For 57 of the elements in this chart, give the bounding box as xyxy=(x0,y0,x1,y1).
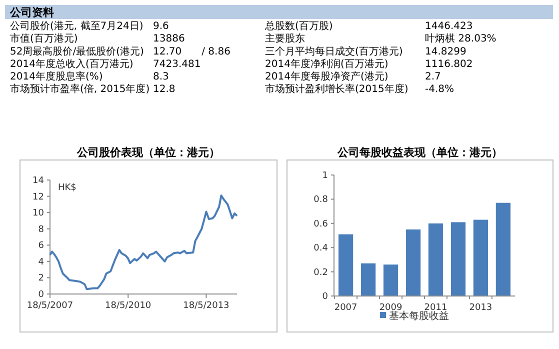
y-tick-label: 2 xyxy=(38,274,44,284)
text: -4.8% xyxy=(425,84,454,96)
text: 市场预计市盈率(倍, 2015年度) xyxy=(10,83,150,96)
y-tick-label: 6 xyxy=(38,241,44,252)
text: 市场预计盈利增长率(2015年度) xyxy=(265,83,408,96)
text: 9.6 xyxy=(153,21,169,32)
text: 2.7 xyxy=(425,72,441,82)
text: 7423.481 xyxy=(153,58,201,70)
y-tick-label: 14 xyxy=(32,176,44,186)
text: 主要股东 xyxy=(265,32,305,45)
y-tick-label: 0.8 xyxy=(314,195,328,206)
text: 2014年度股息率(%) xyxy=(10,70,103,82)
y-tick-label: 0.2 xyxy=(314,268,328,278)
text: 总股数(百万股) xyxy=(264,20,333,32)
bar xyxy=(473,220,488,296)
x-tick-label: 2007 xyxy=(334,303,358,313)
bar xyxy=(338,234,354,296)
text: 1116.802 xyxy=(425,58,473,70)
text: 市值(百万港元) xyxy=(10,32,78,45)
y-tick-label: 4 xyxy=(38,257,44,268)
x-tick-label: 18/5/2010 xyxy=(105,301,152,311)
chart-title: 公司每股收益表现（单位：港元） xyxy=(336,146,502,159)
text: 三个月平均每日成交(百万港元) xyxy=(265,45,403,58)
text: 12.70 / 8.86 xyxy=(153,46,230,58)
x-tick-label: 18/5/2007 xyxy=(26,301,74,311)
y-tick-label: 0 xyxy=(38,290,44,300)
y-tick-label: 8 xyxy=(38,224,44,235)
text: 13886 xyxy=(153,34,185,45)
y-tick-label: 0.6 xyxy=(314,219,328,230)
bar xyxy=(496,202,511,296)
y-tick-label: 1 xyxy=(322,171,328,181)
y-tick-label: 0.4 xyxy=(314,244,328,254)
legend-label: 基本每股收益 xyxy=(389,310,449,322)
bar xyxy=(383,264,398,296)
text: 公司资料 xyxy=(9,6,54,19)
text: 2014年度总收入(百万港元) xyxy=(10,58,134,70)
bar xyxy=(450,222,466,296)
bar xyxy=(406,229,421,296)
text: 12.8 xyxy=(153,84,176,96)
text: 8.3 xyxy=(153,72,169,82)
text: 2014年度每股净资产(港元) xyxy=(265,70,388,82)
text: 52周最高股价/最低股价(港元) xyxy=(10,45,144,58)
x-tick-label: 18/5/2013 xyxy=(183,301,230,311)
text: 公司股价(港元, 截至7月24日) xyxy=(10,20,144,32)
text: 叶炳棋 28.03% xyxy=(425,32,496,45)
bar xyxy=(428,223,444,296)
text: 14.8299 xyxy=(425,46,466,58)
y-axis-title: HK$ xyxy=(58,183,76,193)
y-tick-label: 10 xyxy=(32,208,44,219)
bar xyxy=(360,263,376,296)
line-series xyxy=(49,194,238,290)
chart-title: 公司股价表现（单位：港元） xyxy=(76,146,220,159)
text: 2014年度净利润(百万港元) xyxy=(265,58,388,70)
y-tick-label: 0 xyxy=(322,292,328,302)
text: 1446.423 xyxy=(425,21,473,32)
y-tick-label: 12 xyxy=(32,192,44,202)
x-tick-label: 2013 xyxy=(469,303,492,313)
